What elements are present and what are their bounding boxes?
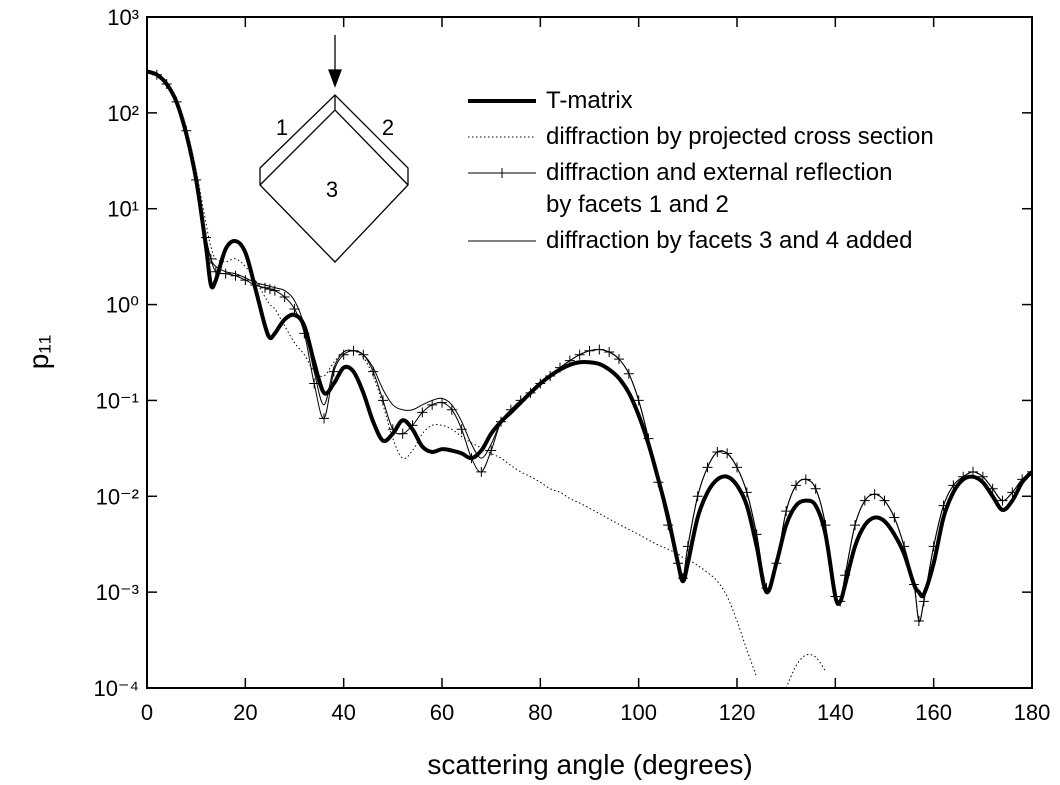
crystal-facets xyxy=(259,95,409,186)
x-tick-label: 80 xyxy=(528,700,552,725)
x-tick-label: 160 xyxy=(915,700,952,725)
inset-diagram xyxy=(259,35,409,263)
legend-swatch xyxy=(468,136,536,138)
y-tick-label: 10² xyxy=(107,101,139,126)
arrow-head xyxy=(328,69,342,88)
x-axis-label: scattering angle (degrees) xyxy=(427,749,752,780)
series-line xyxy=(147,71,1032,622)
legend-marker xyxy=(497,168,507,178)
legend-label: diffraction by projected cross section xyxy=(546,123,934,150)
series xyxy=(147,71,1032,622)
legend-entry: T-matrix xyxy=(466,85,934,117)
plot-frame xyxy=(146,16,1033,689)
series-line xyxy=(785,653,826,688)
legend-entry: diffraction by projected cross section xyxy=(466,121,934,153)
series-line xyxy=(147,69,758,678)
y-tick-label: 10³ xyxy=(107,5,139,30)
legend-swatch xyxy=(468,240,536,242)
plot-area xyxy=(147,66,1032,688)
x-tick-label: 100 xyxy=(620,700,657,725)
series xyxy=(147,69,826,688)
y-tick-label: 10⁻¹ xyxy=(96,388,139,413)
y-axis-label: p₁₁ xyxy=(23,335,54,369)
y-tick-label: 10⁻² xyxy=(96,484,139,509)
y-tick-label: 10⁻⁴ xyxy=(93,676,139,701)
x-tick-label: 120 xyxy=(719,700,756,725)
x-tick-label: 0 xyxy=(141,700,153,725)
legend-label: T-matrix xyxy=(546,87,633,114)
x-tick-label: 40 xyxy=(331,700,355,725)
x-tick-label: 20 xyxy=(233,700,257,725)
point-marker xyxy=(1027,466,1032,477)
point-marker xyxy=(147,66,152,77)
x-tick-label: 180 xyxy=(1014,700,1051,725)
x-tick-label: 140 xyxy=(817,700,854,725)
legend-entry: diffraction by facets 3 and 4 added xyxy=(466,225,934,257)
legend: T-matrix diffraction by projected cross s… xyxy=(466,85,934,261)
legend-swatch xyxy=(468,168,536,178)
x-tick-label: 60 xyxy=(430,700,454,725)
y-tick-label: 10⁰ xyxy=(106,293,139,318)
y-tick-label: 10⁻³ xyxy=(96,580,139,605)
legend-swatch xyxy=(468,99,536,103)
y-tick-label: 10¹ xyxy=(107,197,139,222)
facet-label: 1 xyxy=(276,115,288,140)
legend-label: diffraction by facets 3 and 4 added xyxy=(546,227,913,254)
legend-label: diffraction and external reflection by f… xyxy=(546,159,893,218)
facet-label: 2 xyxy=(382,115,394,140)
legend-entry: diffraction and external reflection by f… xyxy=(466,157,934,221)
facet-label: 3 xyxy=(326,177,338,202)
